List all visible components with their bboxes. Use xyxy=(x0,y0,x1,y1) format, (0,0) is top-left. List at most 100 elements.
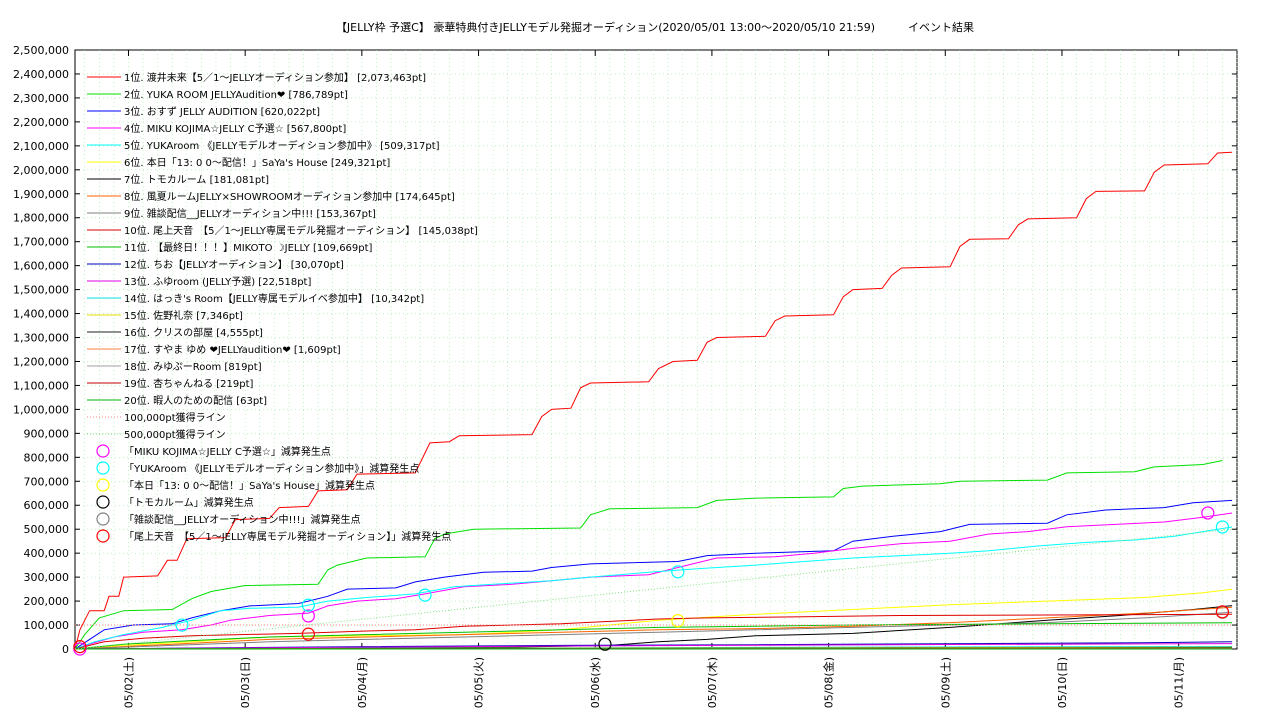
y-tick-label: 1,900,000 xyxy=(13,188,69,201)
y-tick-label: 800,000 xyxy=(24,451,70,464)
y-tick-label: 700,000 xyxy=(24,475,70,488)
series-line-9 xyxy=(74,611,1233,650)
legend-label-21: 100,000pt獲得ライン xyxy=(124,411,226,424)
series-line-1 xyxy=(74,151,1233,650)
legend-marker-label-3: 「本日「13: 0 0〜配信！」SaYa's House」減算発生点 xyxy=(124,479,375,492)
deduction-marker-6 xyxy=(73,640,87,654)
y-tick-label: 100,000 xyxy=(24,619,70,632)
y-tick-label: 1,500,000 xyxy=(13,284,69,297)
tick-layer: 0 100,000 200,000 300,000 400,000 500,000 600,… xyxy=(13,44,1237,708)
series-line-22 xyxy=(74,528,1233,650)
x-tick-label: 05/02(土) xyxy=(122,657,135,708)
x-tick-label: 05/08(金) xyxy=(822,657,836,708)
y-tick-label: 2,000,000 xyxy=(13,164,69,177)
y-tick-label: 2,300,000 xyxy=(13,92,69,105)
y-tick-label: 1,100,000 xyxy=(13,379,69,392)
legend-marker-1 xyxy=(96,444,110,458)
chart-title: 【JELLY枠 予選C】 豪華特典付きJELLYモデル発掘オーディション(202… xyxy=(335,21,975,34)
y-tick-label: 1,400,000 xyxy=(13,308,69,321)
legend-label-22: 500,000pt獲得ライン xyxy=(124,428,226,441)
legend-label-5: 5位. YUKAroom 《JELLYモデルオーディション参加中》 [509,3… xyxy=(124,139,440,152)
y-tick-label: 500,000 xyxy=(24,523,70,536)
legend-marker-5 xyxy=(96,512,110,526)
series-line-8 xyxy=(74,606,1233,650)
legend-label-8: 8位. 風夏ルームJELLY×SHOWROOMオーディション参加中 [174,6… xyxy=(124,190,455,203)
y-tick-label: 1,600,000 xyxy=(13,260,69,273)
legend-label-20: 20位. 暇人のための配信 [63pt] xyxy=(124,394,267,407)
deduction-marker-2 xyxy=(175,618,189,632)
y-tick-label: 1,000,000 xyxy=(13,403,69,416)
legend-label-18: 18位. みゆぷーRoom [819pt] xyxy=(124,360,262,373)
legend-label-16: 16位. クリスの部屋 [4,555pt] xyxy=(124,326,263,339)
legend-label-1: 1位. 渡井未来【5／1〜JELLYオーディション参加】 [2,073,463p… xyxy=(124,71,426,84)
legend-label-15: 15位. 佐野礼奈 [7,346pt] xyxy=(124,309,243,322)
y-tick-label: 0 xyxy=(62,643,69,656)
y-tick-label: 1,300,000 xyxy=(13,332,69,345)
legend-label-6: 6位. 本日「13: 0 0〜配信！」SaYa's House [249,321… xyxy=(124,156,390,169)
series-line-7 xyxy=(74,605,1233,650)
x-tick-label: 05/09(土) xyxy=(939,657,952,708)
y-tick-label: 200,000 xyxy=(24,595,70,608)
y-tick-label: 2,200,000 xyxy=(13,116,69,129)
y-tick-label: 2,100,000 xyxy=(13,140,69,153)
legend: 1位. 渡井未来【5／1〜JELLYオーディション参加】 [2,073,463p… xyxy=(87,71,478,543)
deduction-marker-2 xyxy=(1215,520,1230,534)
series-line-3 xyxy=(74,499,1233,650)
y-tick-label: 2,400,000 xyxy=(13,68,69,81)
y-tick-label: 1,800,000 xyxy=(13,212,69,225)
legend-label-10: 10位. 尾上天音 【5／1〜JELLY専属モデル発掘オーディション】 [145… xyxy=(124,224,478,237)
marker-layer xyxy=(73,506,1230,656)
y-tick-label: 600,000 xyxy=(24,499,70,512)
deduction-marker-2 xyxy=(671,565,685,579)
legend-label-4: 4位. MIKU KOJIMA☆JELLY C予選☆ [567,800pt] xyxy=(124,122,346,135)
legend-label-14: 14位. はっき's Room【JELLY専属モデルイベ参加中】 [10,342… xyxy=(124,292,424,305)
legend-label-19: 19位. 杏ちゃんねる [219pt] xyxy=(124,377,254,390)
y-tick-label: 300,000 xyxy=(24,571,70,584)
legend-marker-4 xyxy=(96,495,110,509)
legend-marker-3 xyxy=(96,478,110,492)
series-line-13 xyxy=(74,643,1233,650)
deduction-marker-1 xyxy=(301,609,315,623)
series-line-2 xyxy=(74,460,1223,650)
deduction-marker-4 xyxy=(598,637,612,651)
legend-label-17: 17位. すやま ゆめ ❤JELLYaudition❤ [1,609pt] xyxy=(124,343,341,356)
series-layer xyxy=(74,151,1233,650)
y-tick-label: 2,500,000 xyxy=(13,44,69,57)
legend-label-13: 13位. ふゆroom (JELLY予選) [22,518pt] xyxy=(124,275,311,288)
series-line-5 xyxy=(74,526,1233,650)
deduction-marker-6 xyxy=(1215,605,1230,619)
x-tick-label: 05/04(月) xyxy=(356,657,369,708)
x-tick-label: 05/06(水) xyxy=(589,657,602,708)
series-line-10 xyxy=(74,613,1233,650)
legend-marker-label-5: 「雑談配信__JELLYオーディション中!!!」減算発生点 xyxy=(124,513,361,526)
deduction-marker-2 xyxy=(301,598,315,612)
legend-marker-label-4: 「トモカルーム」減算発生点 xyxy=(124,496,254,509)
deduction-marker-2 xyxy=(418,588,432,602)
x-tick-label: 05/10(日) xyxy=(1056,657,1069,708)
legend-marker-label-2: 「YUKAroom 《JELLYモデルオーディション参加中》」減算発生点 xyxy=(124,462,419,475)
legend-label-7: 7位. トモカルーム [181,081pt] xyxy=(124,173,269,186)
legend-marker-label-1: 「MIKU KOJIMA☆JELLY C予選☆」減算発生点 xyxy=(124,445,331,458)
y-tick-label: 900,000 xyxy=(24,427,70,440)
legend-marker-label-6: 「尾上天音 【5／1〜JELLY専属モデル発掘オーディション】」減算発生点 xyxy=(124,530,451,543)
series-line-6 xyxy=(74,588,1233,650)
legend-marker-6 xyxy=(96,529,110,543)
legend-label-9: 9位. 雑談配信__JELLYオーディション中!!! [153,367pt] xyxy=(124,207,376,220)
deduction-marker-3 xyxy=(671,614,685,628)
x-tick-label: 05/03(日) xyxy=(239,657,252,708)
x-tick-label: 05/05(火) xyxy=(473,657,486,708)
legend-label-3: 3位. おすず JELLY AUDITION [620,022pt] xyxy=(124,105,320,118)
y-tick-label: 1,200,000 xyxy=(13,355,69,368)
legend-marker-2 xyxy=(96,461,110,475)
x-tick-label: 05/07(木) xyxy=(706,657,719,708)
deduction-marker-6 xyxy=(301,627,315,641)
y-tick-label: 400,000 xyxy=(24,547,70,560)
legend-label-2: 2位. YUKA ROOM JELLYAudition❤ [786,789pt] xyxy=(124,88,348,101)
legend-label-11: 11位. 【最終日！！！】MIKOTO ☽JELLY [109,669pt] xyxy=(124,241,373,254)
x-tick-label: 05/11(月) xyxy=(1173,657,1186,708)
y-tick-label: 1,700,000 xyxy=(13,236,69,249)
legend-label-12: 12位. ちお【JELLYオーディション】 [30,070pt] xyxy=(124,258,344,271)
deduction-marker-1 xyxy=(1201,506,1215,520)
